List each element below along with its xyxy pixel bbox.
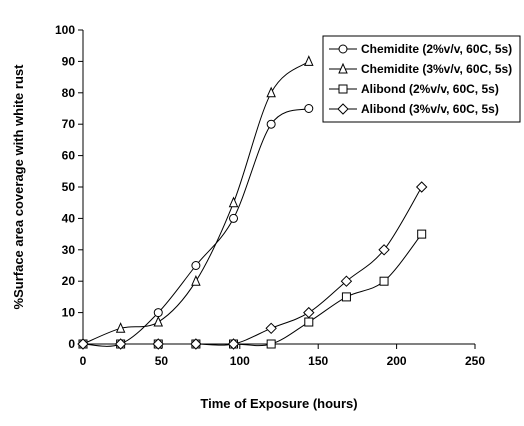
series-line bbox=[82, 233, 423, 347]
data-point bbox=[378, 244, 390, 256]
data-point bbox=[303, 306, 315, 319]
y-tick-label: 10 bbox=[62, 306, 76, 320]
data-point bbox=[229, 213, 239, 223]
data-point bbox=[266, 119, 276, 129]
series-group bbox=[77, 55, 428, 350]
legend: Chemidite (2%v/v, 60C, 5s) Chemidite (3%v… bbox=[322, 35, 521, 123]
data-point bbox=[304, 104, 314, 113]
data-point bbox=[153, 315, 164, 327]
data-point bbox=[153, 308, 163, 318]
x-axis-label: Time of Exposure (hours) bbox=[200, 396, 357, 411]
series-4 bbox=[77, 181, 428, 350]
y-tick-label: 70 bbox=[62, 117, 76, 131]
legend-marker bbox=[338, 62, 348, 74]
x-tick-label: 150 bbox=[308, 354, 328, 368]
data-point bbox=[115, 322, 126, 333]
series-line bbox=[82, 108, 309, 347]
y-tick-label: 40 bbox=[62, 211, 76, 225]
legend-marker bbox=[338, 84, 348, 94]
data-point bbox=[77, 338, 89, 350]
y-tick-label: 50 bbox=[62, 180, 76, 194]
data-point bbox=[304, 317, 314, 327]
legend-label: Chemidite (2%v/v, 60C, 5s) bbox=[361, 42, 512, 56]
y-tick-label: 30 bbox=[62, 243, 76, 257]
legend-marker bbox=[338, 44, 348, 54]
series-line bbox=[82, 186, 423, 346]
data-point bbox=[417, 229, 427, 239]
data-point bbox=[340, 275, 353, 287]
y-tick-label: 0 bbox=[68, 337, 75, 351]
series-2 bbox=[78, 55, 314, 349]
data-point bbox=[190, 338, 202, 350]
x-tick-label: 50 bbox=[155, 354, 169, 368]
data-point bbox=[227, 338, 240, 350]
data-point bbox=[152, 338, 164, 350]
legend-marker bbox=[337, 103, 349, 115]
y-tick-label: 80 bbox=[62, 86, 76, 100]
legend-label: Alibond (3%v/v, 60C, 5s) bbox=[361, 102, 499, 116]
legend-label: Alibond (2%v/v, 60C, 5s) bbox=[361, 82, 499, 96]
data-point bbox=[266, 339, 276, 349]
tick-labels: 0 50 100 150 200 250 0 10 20 30 40 50 60 70 80 90 100 bbox=[55, 23, 485, 368]
data-point bbox=[191, 261, 201, 270]
y-axis-label: %Surface area coverage with white rust bbox=[11, 64, 26, 310]
series-1 bbox=[78, 104, 314, 349]
x-tick-label: 200 bbox=[387, 354, 407, 368]
data-point bbox=[265, 322, 277, 335]
series-3 bbox=[78, 229, 427, 349]
series-line bbox=[82, 60, 310, 345]
data-point bbox=[341, 292, 351, 302]
data-point bbox=[415, 181, 428, 193]
legend-box bbox=[322, 35, 521, 123]
y-tick-label: 100 bbox=[55, 23, 75, 37]
data-point bbox=[191, 274, 201, 286]
y-tick-label: 90 bbox=[62, 54, 76, 68]
data-point bbox=[266, 86, 276, 98]
x-tick-label: 0 bbox=[80, 354, 87, 368]
data-point bbox=[379, 276, 389, 286]
data-point bbox=[114, 338, 127, 350]
y-tick-label: 20 bbox=[62, 274, 76, 288]
x-tick-label: 100 bbox=[230, 354, 250, 368]
y-tick-label: 60 bbox=[62, 149, 76, 163]
data-point bbox=[304, 55, 314, 66]
x-tick-label: 250 bbox=[465, 354, 485, 368]
data-point bbox=[228, 196, 239, 208]
legend-label: Chemidite (3%v/v, 60C, 5s) bbox=[361, 62, 512, 76]
